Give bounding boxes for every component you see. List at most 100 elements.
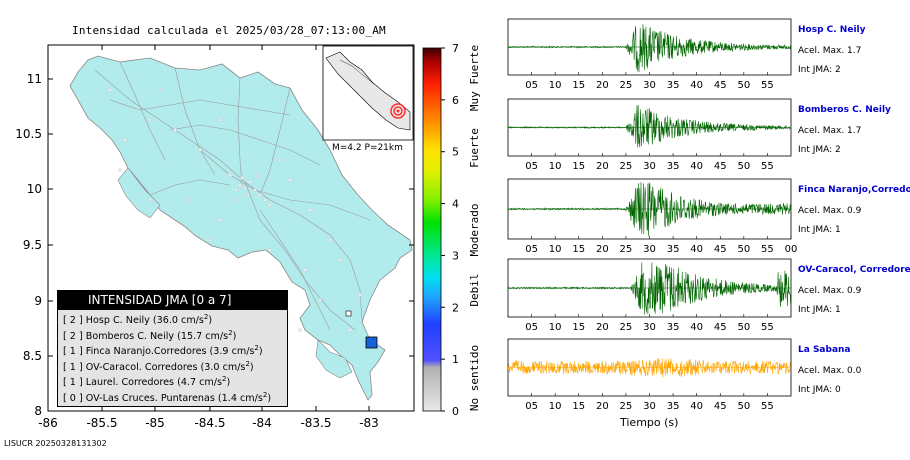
waveform-tick-label: 50 [737,401,750,412]
waveform-tick-label: 10 [549,322,562,333]
waveform-trace [507,24,791,73]
waveform-tick-label: 10 [549,244,562,255]
town-dot-27 [218,218,222,222]
legend-row-unit-exponent: 2 [262,390,268,399]
town-dot-33 [233,198,237,202]
map-y-tick-label: 9.5 [23,238,42,252]
waveform-tick-label: 05 [525,161,538,172]
map-x-tick-label: -86 [38,416,58,430]
legend-row-unit-exponent: 2 [254,344,259,353]
station-jma-intensity: Int JMA: 2 [798,65,841,75]
map-y-tick-label: 8 [34,404,42,418]
legend-row-unit-exponent: 2 [221,375,227,384]
waveform-tick-label: 05 [525,401,538,412]
town-dot-5 [234,188,238,192]
waveform-tick-label: 20 [596,161,609,172]
legend-row-text: Laurel. Corredores (4.7 cm/s [82,377,222,389]
nicoya-peninsula [117,167,161,219]
legend-row-unit-exponent: 2 [245,359,250,368]
town-dot-22 [218,118,222,122]
legend-row-close: ) [226,377,231,389]
station-jma-intensity: Int JMA: 1 [798,305,841,315]
legend-row-level: [ 1 ] [63,361,83,373]
waveform-tick-label: 30 [643,244,656,255]
waveform-tick-label: 25 [620,80,633,91]
waveform-panel-2: 05 10 15 20 25 30 35 40 45 50 55 00 [507,178,798,255]
legend-row-text: Finca Naranjo.Corredores (3.9 cm/s [82,346,255,358]
station-marker [365,336,378,349]
scale-category-label: Fuerte [468,128,481,168]
town-dot-9 [268,203,272,207]
legend-row-text: OV-Caracol. Corredores (3.0 cm/s [82,361,246,373]
waveform-tick-label: 30 [643,80,656,91]
town-dot-8 [228,173,232,177]
scale-bar [422,47,442,412]
scale-tick-label: 1 [452,353,459,366]
legend-row-level: [ 0 ] [63,393,83,405]
waveform-tick-label: 35 [667,161,680,172]
waveform-panel-4: 05 10 15 20 25 30 35 40 45 50 55 [507,338,792,412]
map-frame [47,44,415,412]
waveform-tick-label: 40 [690,322,703,333]
waveform-panel-0: 05 10 15 20 25 30 35 40 45 50 55 [507,18,792,91]
waveform-tick-label: 25 [620,322,633,333]
legend-row-text: OV-Las Cruces. Puntarenas (1.4 cm/s [82,393,263,405]
waveform-tick-label: 05 [525,322,538,333]
waveform-tick-label: 40 [690,401,703,412]
osa-peninsula [315,339,353,379]
town-dot-15 [328,238,332,242]
legend-row: [ 0 ] OV-Las Cruces. Puntarenas (1.4 cm/… [58,388,287,404]
waveform-tick-label: 40 [690,244,703,255]
waveform-tick-label: 00 [785,244,798,255]
scale-category-label: No sentido [468,345,481,411]
map-x-tick-label: -84.5 [194,416,225,430]
town-dot-29 [208,238,212,242]
town-dot-21 [158,88,162,92]
waveform-tick-label: 10 [549,80,562,91]
inset-map [322,45,414,141]
legend-row-text: Hosp C. Neily (36.0 cm/s [82,315,204,327]
waveform-tick-label: 50 [737,244,750,255]
waveform-tick-label: 40 [690,80,703,91]
town-dot-4 [258,193,262,197]
waveform-tick-label: 20 [596,244,609,255]
station-max-accel: Acel. Max. 1.7 [798,126,862,136]
waveform-tick-label: 55 [761,161,774,172]
legend-rows: [ 2 ] Hosp C. Neily (36.0 cm/s2)[ 2 ] Bo… [58,310,287,404]
waveform-tick-label: 35 [667,80,680,91]
road-0 [94,69,301,216]
waveform-tick-label: 25 [620,401,633,412]
scale-tick-label: 6 [452,94,459,107]
epicenter-ring-inner [393,106,403,116]
station-jma-intensity: Int JMA: 0 [798,385,841,395]
waveform-tick-label: 55 [761,401,774,412]
map-x-tick-label: -83.5 [300,416,331,430]
town-dot-28 [188,198,192,202]
road-5 [244,181,356,331]
waveform-tick-label: 20 [596,401,609,412]
town-dot-30 [298,328,302,332]
road-8 [259,209,331,331]
waveform-tick-label: 10 [549,401,562,412]
intensity-color-scale: 7 6 5 4 3 2 1 0 Muy Fuerte Fuerte Moderado Debil No … [422,42,481,418]
legend-row: [ 2 ] Hosp C. Neily (36.0 cm/s2) [58,310,287,326]
road-3 [237,77,243,186]
legend-row-close: ) [208,315,213,327]
station-name: La Sabana [798,345,851,355]
waveform-trace [507,181,791,237]
waveform-tick-label: 50 [737,161,750,172]
legend-row-unit-exponent: 2 [228,328,233,337]
road-6 [199,149,371,221]
town-dot-20 [108,88,112,92]
map-y-tick-label: 10.5 [15,127,42,141]
waveform-tick-label: 45 [714,401,727,412]
road-11 [169,124,321,166]
town-dot-18 [148,198,152,202]
station-name: Bomberos C. Neily [798,105,891,115]
town-dot-17 [318,298,322,302]
waveform-tick-label: 35 [667,244,680,255]
legend-row-level: [ 2 ] [63,315,83,327]
legend-row-close: ) [249,361,254,373]
legend-row: [ 1 ] Finca Naranjo.Corredores (3.9 cm/s… [58,341,287,357]
